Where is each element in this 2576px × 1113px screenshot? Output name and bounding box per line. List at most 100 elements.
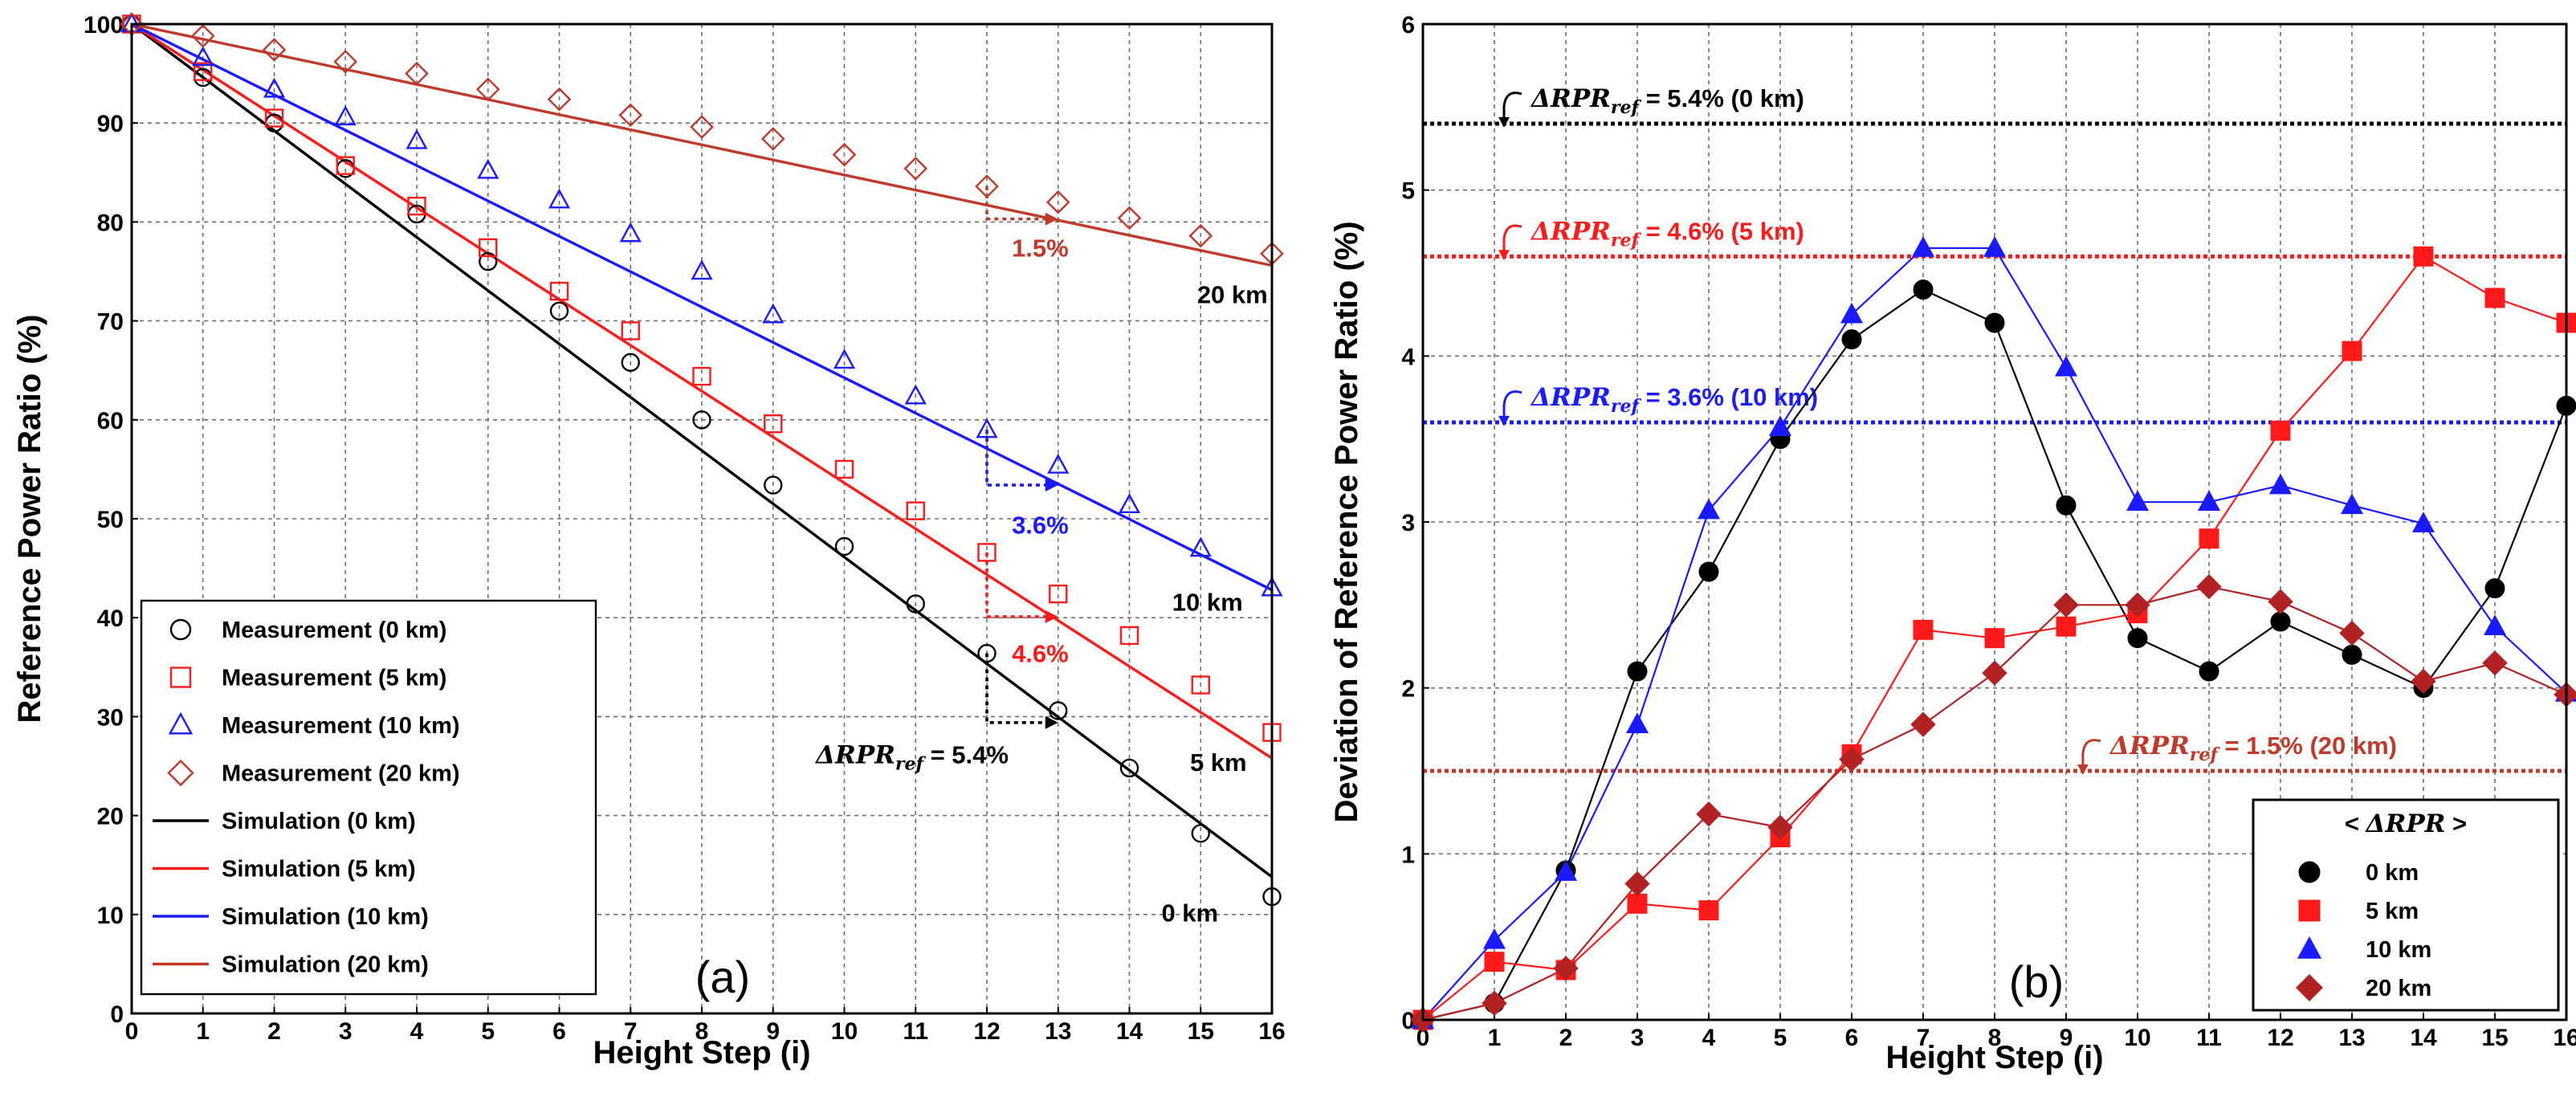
data-point bbox=[1049, 584, 1068, 604]
data-point bbox=[479, 238, 498, 258]
x-tick-label: 2 bbox=[267, 1018, 281, 1045]
bracket-arrow bbox=[985, 186, 1047, 221]
data-point bbox=[2127, 628, 2148, 649]
reference-arrow-head bbox=[1498, 116, 1510, 128]
x-tick-label: 14 bbox=[2410, 1025, 2437, 1051]
y-tick-label: 0 bbox=[1401, 1008, 1415, 1034]
data-point bbox=[760, 127, 785, 151]
x-tick-label: 11 bbox=[2196, 1025, 2222, 1051]
plot-frame bbox=[130, 22, 1274, 1015]
y-axis-label: Reference Power Ratio (%) bbox=[12, 314, 47, 723]
data-point bbox=[2270, 420, 2291, 441]
data-point bbox=[2056, 495, 2077, 516]
data-point bbox=[762, 303, 785, 324]
data-point bbox=[2342, 644, 2362, 665]
x-tick-label: 16 bbox=[2553, 1025, 2576, 1051]
annotation-label: 4.6% bbox=[1012, 640, 1069, 668]
data-point bbox=[690, 115, 714, 139]
data-point bbox=[2342, 340, 2362, 361]
data-point bbox=[2268, 473, 2293, 495]
x-tick-label: 15 bbox=[1188, 1018, 1214, 1045]
data-point bbox=[2053, 592, 2079, 618]
y-tick-label: 80 bbox=[97, 210, 124, 236]
data-point bbox=[1841, 329, 1862, 350]
data-point bbox=[1484, 952, 1505, 972]
data-point bbox=[1767, 814, 1793, 840]
data-point bbox=[2340, 493, 2364, 515]
y-tick-label: 100 bbox=[84, 12, 124, 39]
bracket-arrow bbox=[985, 552, 1047, 618]
panel-label: (b) bbox=[2009, 956, 2064, 1007]
x-tick-label: 8 bbox=[1988, 1025, 2002, 1051]
legend-title: < ΔRPR > bbox=[2345, 809, 2467, 838]
reference-arrow-head bbox=[1498, 415, 1510, 426]
legend-marker bbox=[2297, 936, 2322, 959]
reference-arrow-head bbox=[1498, 250, 1510, 261]
y-tick-label: 50 bbox=[97, 507, 124, 533]
y-axis-label: Deviation of Reference Power Ratio (%) bbox=[1329, 221, 1364, 822]
data-point bbox=[263, 77, 286, 98]
y-tick-label: 90 bbox=[97, 111, 124, 137]
data-point bbox=[1119, 758, 1139, 778]
simulation-line bbox=[131, 22, 1273, 592]
data-point bbox=[2056, 616, 2077, 637]
legend-label: Simulation (20 km) bbox=[222, 952, 429, 978]
y-tick-label: 2 bbox=[1401, 676, 1415, 703]
data-point bbox=[1911, 236, 1935, 257]
x-tick-label: 7 bbox=[1917, 1025, 1930, 1051]
x-tick-label: 14 bbox=[1116, 1018, 1143, 1045]
data-point bbox=[1118, 493, 1141, 514]
data-point bbox=[477, 158, 499, 179]
data-point bbox=[405, 61, 429, 86]
data-point bbox=[1045, 190, 1070, 214]
x-tick-label: 16 bbox=[1258, 1018, 1285, 1045]
arrow-head bbox=[1045, 479, 1058, 492]
x-tick-label: 11 bbox=[903, 1018, 928, 1045]
data-point bbox=[1553, 956, 1579, 981]
annotation-label: 1.5% bbox=[1012, 234, 1069, 263]
data-point bbox=[2125, 592, 2150, 618]
data-point bbox=[832, 142, 857, 167]
annotation-label: ΔRPRref = 5.4% bbox=[814, 740, 1009, 774]
reference-label: ΔRPRref = 5.4% (0 km) bbox=[1530, 84, 1804, 118]
reference-label: ΔRPRref = 4.6% (5 km) bbox=[1530, 217, 1804, 251]
panel-label: (a) bbox=[695, 952, 750, 1002]
x-tick-label: 9 bbox=[2060, 1025, 2073, 1051]
data-point bbox=[192, 46, 214, 67]
data-point bbox=[2413, 246, 2434, 267]
data-point bbox=[1984, 628, 2005, 649]
x-tick-label: 5 bbox=[481, 1018, 495, 1045]
data-point bbox=[1047, 453, 1070, 474]
data-point bbox=[1697, 498, 1721, 520]
reference-arrow bbox=[1502, 390, 1522, 420]
reference-arrow bbox=[2081, 739, 2101, 768]
reference-label: ΔRPRref = 1.5% (20 km) bbox=[2109, 732, 2397, 765]
data-point bbox=[1910, 711, 1936, 737]
x-tick-label: 10 bbox=[2124, 1025, 2150, 1051]
data-point bbox=[904, 384, 927, 405]
y-tick-label: 0 bbox=[110, 1001, 124, 1028]
data-point bbox=[1698, 561, 1719, 582]
legend-marker bbox=[168, 711, 194, 735]
data-point bbox=[692, 366, 711, 386]
data-point bbox=[1913, 619, 1934, 640]
data-point bbox=[336, 156, 355, 175]
x-tick-label: 2 bbox=[1559, 1025, 1573, 1051]
legend-marker bbox=[167, 759, 194, 787]
annotation-label: 3.6% bbox=[1012, 511, 1069, 539]
data-point bbox=[1117, 206, 1142, 230]
data-point bbox=[2482, 650, 2508, 676]
x-axis-label: Height Step (i) bbox=[593, 1035, 810, 1070]
data-point bbox=[764, 414, 783, 434]
data-point bbox=[2483, 614, 2507, 636]
data-point bbox=[1698, 900, 1719, 921]
data-point bbox=[1627, 661, 1648, 682]
data-point bbox=[333, 49, 358, 74]
data-point bbox=[1191, 675, 1210, 695]
data-point bbox=[548, 188, 571, 209]
y-tick-label: 70 bbox=[97, 309, 124, 336]
data-point bbox=[692, 410, 711, 430]
data-point bbox=[1191, 824, 1210, 843]
y-tick-label: 30 bbox=[97, 704, 124, 731]
data-point bbox=[547, 87, 572, 112]
